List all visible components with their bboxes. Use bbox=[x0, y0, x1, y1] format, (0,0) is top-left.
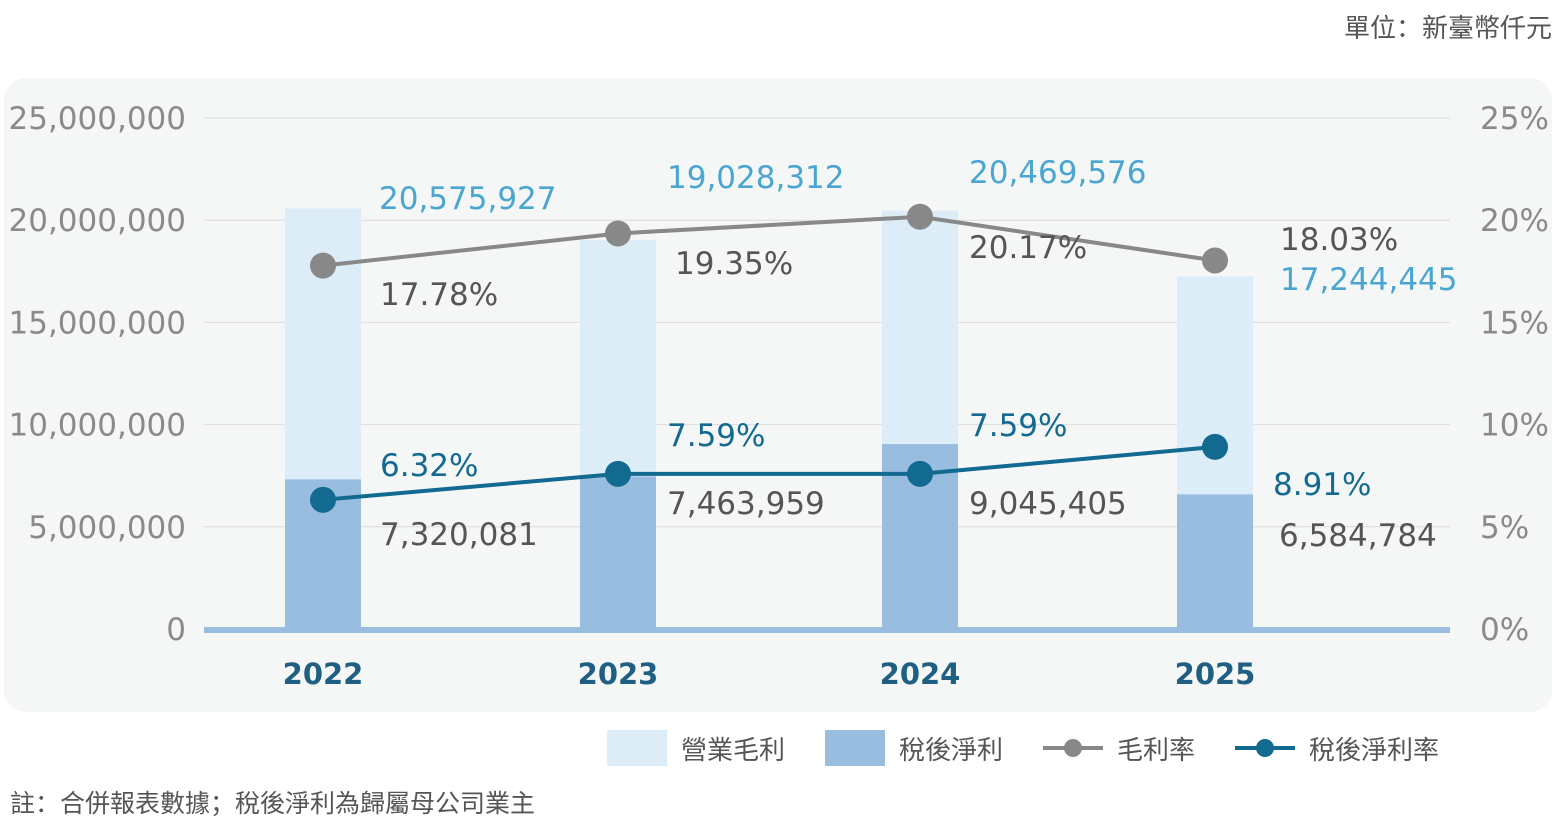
net-margin-point bbox=[1202, 433, 1228, 460]
gross-margin-point bbox=[1202, 247, 1228, 274]
x-tick-label: 2024 bbox=[880, 657, 961, 691]
footnote: 註：合併報表數據；稅後淨利為歸屬母公司業主 bbox=[10, 789, 536, 818]
y-left-tick-label: 0 bbox=[166, 612, 186, 648]
y-left-tick-label: 10,000,000 bbox=[9, 408, 187, 444]
data-label-net-margin: 6.32% bbox=[380, 448, 478, 484]
y-right-tick-label: 20% bbox=[1480, 203, 1549, 239]
data-label-net-income: 7,463,959 bbox=[667, 486, 825, 522]
legend-net-margin: 稅後淨利率 bbox=[1235, 730, 1439, 767]
y-right-tick-label: 0% bbox=[1480, 612, 1529, 648]
legend-label-gross-margin: 毛利率 bbox=[1117, 735, 1196, 766]
data-label-net-margin: 7.59% bbox=[969, 408, 1067, 444]
x-axis-baseline bbox=[204, 627, 1450, 633]
legend-label-net-income: 稅後淨利 bbox=[899, 735, 1004, 766]
data-label-gross-margin: 18.03% bbox=[1280, 222, 1398, 258]
legend-line-gross-margin bbox=[1043, 730, 1104, 766]
legend-swatch-net-income bbox=[825, 730, 886, 766]
gross-margin-point bbox=[907, 203, 933, 230]
data-label-gross-margin: 17.78% bbox=[380, 277, 498, 313]
net-margin-point bbox=[310, 486, 336, 513]
y-left-tick-label: 20,000,000 bbox=[9, 203, 187, 239]
legend: 營業毛利 稅後淨利 毛利率 稅後淨利率 bbox=[607, 728, 1439, 768]
legend-swatch-gross-profit bbox=[607, 730, 667, 766]
legend-label-gross-profit: 營業毛利 bbox=[681, 735, 786, 766]
legend-net-income: 稅後淨利 bbox=[825, 730, 1003, 767]
legend-gross-margin: 毛利率 bbox=[1043, 730, 1195, 767]
data-label-net-income: 6,584,784 bbox=[1279, 518, 1437, 554]
y-left-tick-label: 25,000,000 bbox=[9, 101, 187, 137]
data-label-net-margin: 8.91% bbox=[1273, 467, 1371, 503]
data-label-gross-profit: 20,469,576 bbox=[969, 155, 1147, 191]
gross-margin-line bbox=[322, 214, 1216, 268]
data-label-gross-profit: 20,575,927 bbox=[379, 181, 557, 217]
y-right-tick-label: 25% bbox=[1480, 101, 1549, 137]
legend-line-net-margin bbox=[1235, 730, 1296, 766]
data-label-gross-margin: 19.35% bbox=[675, 246, 793, 282]
unit-label: 單位：新臺幣仟元 bbox=[1343, 14, 1552, 44]
gross-margin-point bbox=[310, 252, 336, 279]
x-tick-label: 2025 bbox=[1175, 657, 1256, 691]
bar-net-income bbox=[580, 476, 656, 629]
y-right-tick-label: 5% bbox=[1480, 510, 1529, 546]
y-left-tick-label: 5,000,000 bbox=[28, 510, 186, 546]
chart-panel bbox=[4, 78, 1552, 712]
y-right-tick-label: 15% bbox=[1480, 305, 1549, 341]
y-left-tick-label: 15,000,000 bbox=[9, 305, 187, 341]
data-label-net-margin: 7.59% bbox=[667, 418, 765, 454]
gross-margin-point bbox=[605, 220, 631, 247]
data-label-net-income: 9,045,405 bbox=[969, 486, 1127, 522]
data-label-net-income: 7,320,081 bbox=[380, 517, 538, 553]
x-tick-label: 2022 bbox=[283, 657, 364, 691]
data-label-gross-profit: 19,028,312 bbox=[667, 160, 845, 196]
net-margin-point bbox=[605, 460, 631, 487]
legend-gross-profit: 營業毛利 bbox=[607, 730, 785, 767]
bar-net-income bbox=[1177, 494, 1253, 629]
net-margin-line bbox=[322, 444, 1216, 502]
legend-label-net-margin: 稅後淨利率 bbox=[1309, 735, 1440, 766]
data-label-gross-margin: 20.17% bbox=[969, 230, 1087, 266]
net-margin-point bbox=[907, 460, 933, 487]
x-tick-label: 2023 bbox=[578, 657, 659, 691]
y-right-tick-label: 10% bbox=[1480, 408, 1549, 444]
data-label-gross-profit: 17,244,445 bbox=[1280, 262, 1458, 298]
